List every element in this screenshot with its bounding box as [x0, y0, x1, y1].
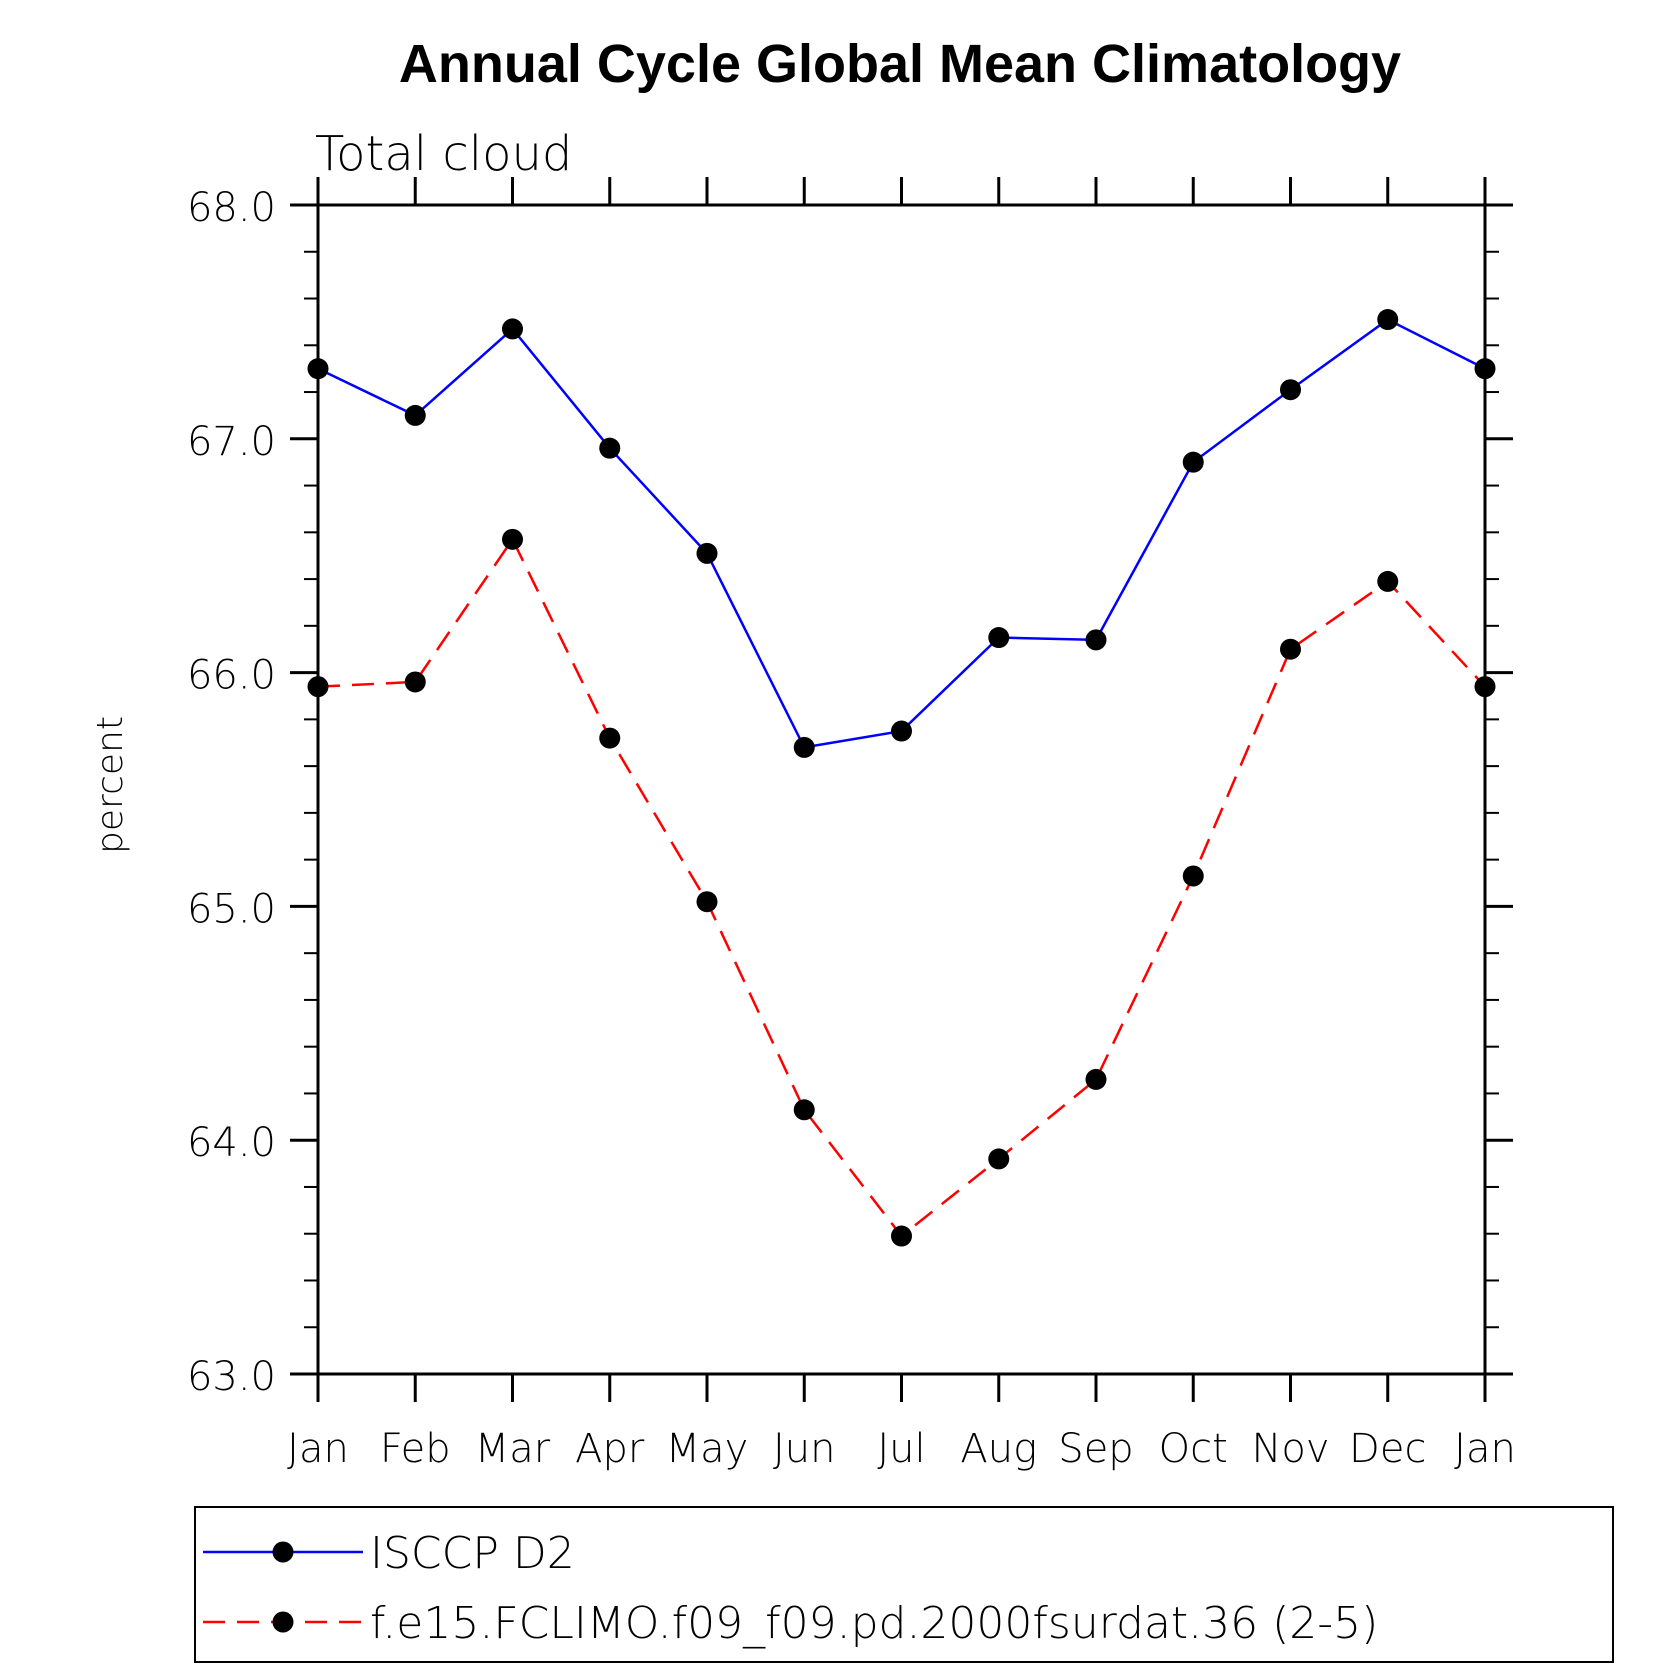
- series-2-point: [599, 727, 621, 749]
- x-tick-label: Mar: [475, 1426, 551, 1472]
- series-1-point: [502, 318, 523, 340]
- series-1-point: [599, 437, 621, 459]
- plot-frame: [316, 203, 1487, 1376]
- chart-subtitle: Total cloud: [315, 126, 572, 182]
- series-2-point: [793, 1099, 815, 1121]
- y-tick-label: 64.0: [187, 1120, 276, 1166]
- x-tick-label: Nov: [1251, 1426, 1329, 1472]
- series-1-point: [307, 358, 329, 380]
- legend: ISCCP D2 f.e15.FCLIMO.f09_f09.pd.2000fsur…: [194, 1506, 1614, 1663]
- x-tick-label: Apr: [575, 1426, 645, 1472]
- x-tick-label: Jul: [877, 1426, 925, 1472]
- series-line-1: [317, 318, 1486, 749]
- series-2-point: [1474, 676, 1496, 698]
- series-2-point: [1085, 1068, 1107, 1090]
- series-2-point: [1377, 570, 1399, 592]
- series-1-point: [891, 720, 912, 742]
- y-tick-label: 63.0: [187, 1354, 276, 1400]
- x-tick-label: Oct: [1159, 1426, 1228, 1472]
- series-2-point: [1182, 865, 1204, 887]
- x-tick-label: Jan: [287, 1426, 349, 1472]
- series-1-point: [1085, 629, 1107, 651]
- legend-label: ISCCP D2: [370, 1528, 575, 1579]
- series-2-point: [696, 891, 718, 913]
- series-1-point: [1182, 451, 1204, 473]
- series-1-point: [988, 627, 1010, 649]
- series-1-point: [1280, 379, 1301, 401]
- series-2-point: [502, 528, 523, 550]
- y-tick-label: 67.0: [187, 419, 276, 465]
- series-2-point: [307, 676, 329, 698]
- series-line-2: [317, 536, 1486, 1238]
- series-2-point: [404, 671, 426, 693]
- x-tick-label: Aug: [960, 1426, 1037, 1472]
- legend-swatch-marker: [272, 1541, 294, 1563]
- x-tick-label: Sep: [1058, 1426, 1133, 1472]
- plot-area: Jan Feb Mar Apr May Jun Jul Aug Sep Oct Nov Dec Jan6…: [187, 177, 1516, 1472]
- chart-title: Annual Cycle Global Mean Climatology: [399, 34, 1401, 94]
- y-tick-label: 65.0: [187, 886, 276, 932]
- series-1-point: [1474, 358, 1496, 380]
- x-tick-label: May: [666, 1426, 749, 1472]
- series-1-point: [793, 736, 815, 758]
- x-tick-label: Jun: [773, 1426, 836, 1472]
- y-axis-label: percent: [90, 716, 131, 854]
- series-1-point: [404, 404, 426, 426]
- series-2-point: [891, 1225, 912, 1247]
- series-1-point: [696, 542, 718, 564]
- y-tick-label: 68.0: [187, 185, 276, 231]
- x-tick-label: Dec: [1349, 1426, 1426, 1472]
- series-1-point: [1377, 309, 1399, 331]
- legend-box: [194, 1506, 1614, 1663]
- x-tick-label: Feb: [380, 1426, 451, 1472]
- legend-swatch-marker: [272, 1611, 294, 1633]
- series-2-point: [1280, 638, 1301, 660]
- series-2-point: [988, 1148, 1010, 1170]
- y-tick-label: 66.0: [187, 653, 276, 699]
- x-tick-label: Jan: [1454, 1426, 1516, 1472]
- legend-label: f.e15.FCLIMO.f09_f09.pd.2000fsurdat.36 (…: [370, 1598, 1378, 1649]
